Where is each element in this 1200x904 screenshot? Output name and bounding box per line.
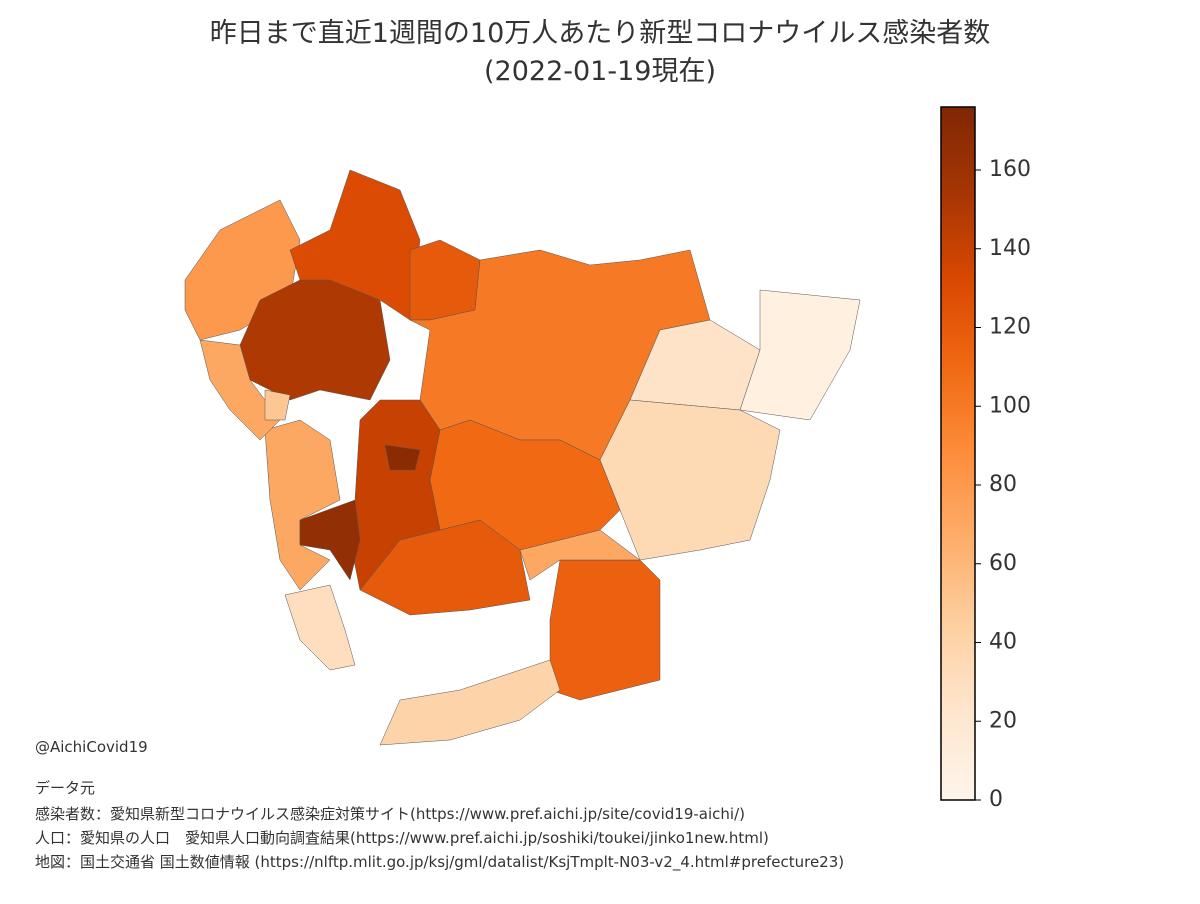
tick-label: 60 <box>989 551 1017 576</box>
region <box>409 239 481 321</box>
region <box>549 559 661 701</box>
tick-label: 160 <box>989 157 1031 182</box>
region <box>384 444 421 471</box>
tick-label: 0 <box>989 787 1003 812</box>
source: 地図：国土交通省 国土数値情報 (https://nlftp.mlit.go.j… <box>35 853 844 872</box>
map <box>184 169 861 746</box>
tick-label: 140 <box>989 236 1031 261</box>
region <box>519 529 641 581</box>
region <box>599 399 781 561</box>
region <box>264 389 291 421</box>
region <box>739 289 861 421</box>
region <box>359 519 531 616</box>
source: 人口：愛知県の人口 愛知県人口動向調査結果(https://www.pref.a… <box>35 829 769 847</box>
tick-label: 100 <box>989 393 1031 418</box>
region <box>264 419 341 591</box>
region <box>199 339 281 441</box>
region <box>284 584 356 671</box>
credit: @AichiCovid19 <box>35 738 148 756</box>
tick-label: 20 <box>989 708 1017 733</box>
tick-label: 40 <box>989 630 1017 655</box>
region <box>379 659 561 746</box>
tick-label: 120 <box>989 315 1031 340</box>
source: 感染者数：愛知県新型コロナウイルス感染症対策サイト(https://www.pr… <box>35 805 745 823</box>
region <box>299 499 361 581</box>
title: 昨日まで直近1週間の10万人あたり新型コロナウイルス感染者数 <box>210 18 991 49</box>
subtitle: (2022-01-19現在) <box>484 56 716 87</box>
source-heading: データ元 <box>35 779 95 797</box>
colorbar-fill <box>940 106 976 801</box>
colorbar: 0 20 40 60 80 100 120 140 160 <box>940 106 1031 812</box>
tick-label: 80 <box>989 472 1017 497</box>
